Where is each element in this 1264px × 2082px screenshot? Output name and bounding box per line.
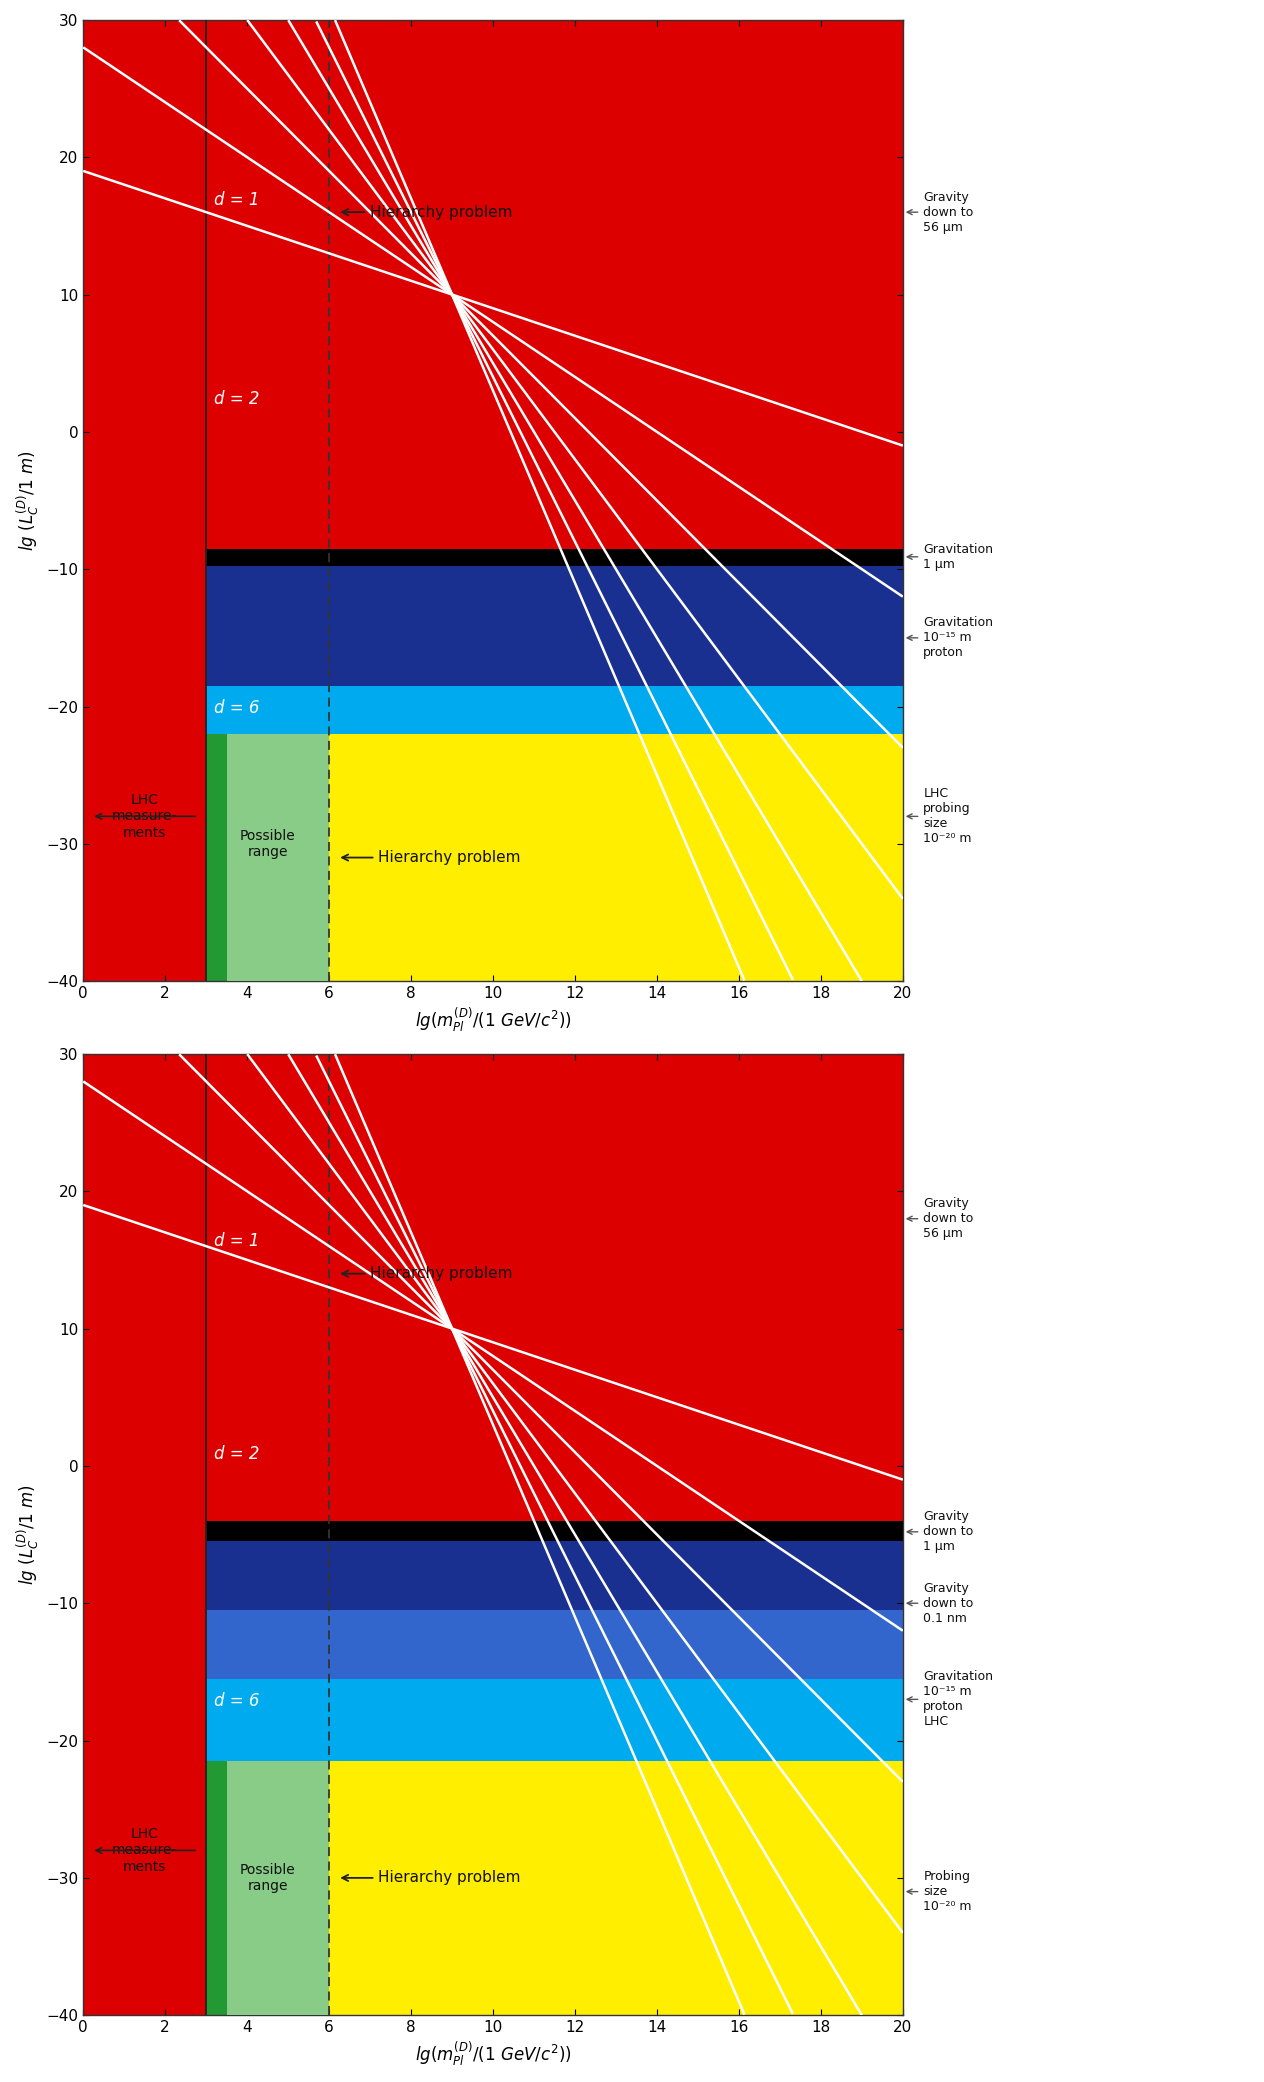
Text: Gravity
down to
0.1 nm: Gravity down to 0.1 nm (908, 1582, 973, 1624)
Text: Gravity
down to
1 μm: Gravity down to 1 μm (908, 1509, 973, 1553)
Text: d = 2: d = 2 (215, 1445, 260, 1464)
Y-axis label: $lg\ (L_C^{(D)}/1\ m)$: $lg\ (L_C^{(D)}/1\ m)$ (14, 1484, 40, 1584)
Text: Hierarchy problem: Hierarchy problem (343, 204, 513, 219)
Text: Possible
range: Possible range (240, 829, 296, 860)
X-axis label: $lg(m_{Pl}^{(D)}/(1\ GeV/c^2))$: $lg(m_{Pl}^{(D)}/(1\ GeV/c^2))$ (415, 1006, 571, 1035)
Bar (206, 735, 329, 981)
Bar (206, 566, 902, 685)
Text: Gravitation
1 μm: Gravitation 1 μm (908, 543, 994, 570)
Text: d = 1: d = 1 (215, 1233, 260, 1249)
Text: d = 6: d = 6 (215, 1693, 260, 1709)
Text: LHC
measure-
ments: LHC measure- ments (112, 793, 177, 839)
Text: LHC
measure-
ments: LHC measure- ments (112, 1828, 177, 1874)
Text: Probing
size
10⁻²⁰ m: Probing size 10⁻²⁰ m (908, 1870, 972, 1913)
Text: LHC
probing
size
10⁻²⁰ m: LHC probing size 10⁻²⁰ m (908, 787, 972, 845)
Bar (226, 1761, 329, 2015)
Bar (206, 1678, 902, 1761)
Text: Possible
range: Possible range (240, 1863, 296, 1893)
Y-axis label: $lg\ (L_C^{(D)}/1\ m)$: $lg\ (L_C^{(D)}/1\ m)$ (14, 450, 40, 552)
Bar (206, 1761, 329, 2015)
Text: d = 6: d = 6 (215, 700, 260, 718)
Text: Hierarchy problem: Hierarchy problem (343, 1266, 513, 1280)
Text: d = 1: d = 1 (215, 192, 260, 210)
Bar (206, 1609, 902, 1678)
Bar (206, 1761, 902, 2015)
Bar (206, 1541, 902, 1609)
Text: d = 2: d = 2 (215, 391, 260, 408)
Text: Gravity
down to
56 μm: Gravity down to 56 μm (908, 1197, 973, 1241)
Bar (226, 735, 329, 981)
Text: Gravity
down to
56 μm: Gravity down to 56 μm (908, 192, 973, 233)
Text: Gravitation
10⁻¹⁵ m
proton: Gravitation 10⁻¹⁵ m proton (908, 616, 994, 660)
Bar (206, 548, 902, 566)
Bar (206, 735, 902, 981)
Bar (206, 1520, 902, 1541)
Bar (206, 685, 902, 735)
Text: Gravitation
10⁻¹⁵ m
proton
LHC: Gravitation 10⁻¹⁵ m proton LHC (908, 1670, 994, 1728)
Text: Hierarchy problem: Hierarchy problem (343, 849, 521, 864)
Text: Hierarchy problem: Hierarchy problem (343, 1870, 521, 1886)
X-axis label: $lg(m_{Pl}^{(D)}/(1\ GeV/c^2))$: $lg(m_{Pl}^{(D)}/(1\ GeV/c^2))$ (415, 2040, 571, 2067)
